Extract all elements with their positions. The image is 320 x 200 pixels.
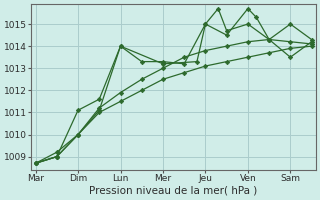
X-axis label: Pression niveau de la mer( hPa ): Pression niveau de la mer( hPa ) <box>90 186 258 196</box>
